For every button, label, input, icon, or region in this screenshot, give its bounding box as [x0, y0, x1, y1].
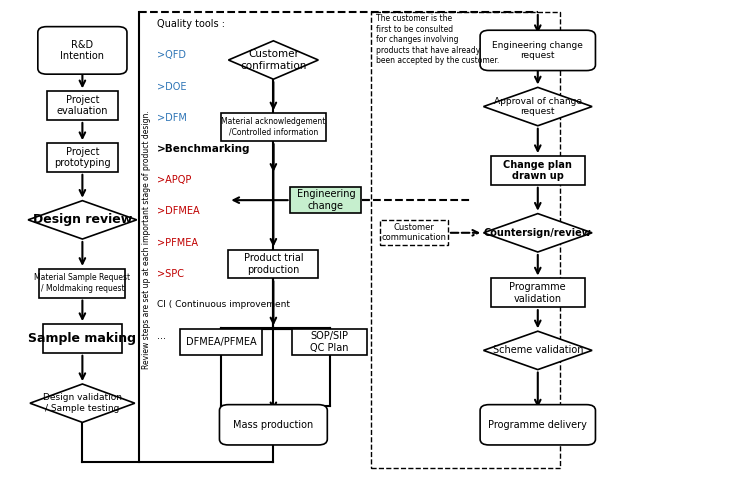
Text: Project
evaluation: Project evaluation	[57, 95, 108, 116]
FancyBboxPatch shape	[221, 113, 326, 141]
Text: Engineering
change: Engineering change	[297, 190, 355, 211]
Polygon shape	[484, 87, 592, 126]
FancyBboxPatch shape	[491, 156, 584, 185]
Text: Approval of change
request: Approval of change request	[494, 97, 582, 116]
Text: Material Sample Request
/ Moldmaking request: Material Sample Request / Moldmaking req…	[34, 274, 130, 293]
Text: >PFMEA: >PFMEA	[157, 238, 198, 248]
Text: >SPC: >SPC	[157, 269, 184, 279]
FancyBboxPatch shape	[228, 250, 318, 278]
FancyBboxPatch shape	[380, 220, 448, 245]
FancyBboxPatch shape	[37, 26, 127, 74]
Text: Countersign/review: Countersign/review	[484, 228, 592, 238]
Text: Customer
communication: Customer communication	[382, 223, 446, 242]
FancyBboxPatch shape	[291, 187, 362, 213]
Text: Product trial
production: Product trial production	[243, 253, 303, 275]
FancyBboxPatch shape	[219, 405, 327, 445]
Text: Mass production: Mass production	[233, 420, 314, 430]
Text: Project
prototyping: Project prototyping	[54, 147, 111, 168]
Text: Engineering change
request: Engineering change request	[492, 41, 583, 60]
FancyBboxPatch shape	[180, 329, 262, 355]
Polygon shape	[228, 41, 318, 79]
FancyBboxPatch shape	[491, 278, 584, 307]
Text: CI ( Continuous improvement: CI ( Continuous improvement	[157, 300, 291, 309]
Text: Scheme validation: Scheme validation	[493, 346, 583, 355]
Text: >Benchmarking: >Benchmarking	[157, 144, 251, 154]
Text: Design validation
/ Sample testing: Design validation / Sample testing	[43, 394, 122, 413]
Text: Programme delivery: Programme delivery	[488, 420, 587, 430]
Text: Review steps are set up at each important stage of product design.: Review steps are set up at each importan…	[142, 110, 151, 370]
Text: The customer is the
first to be consulted
for changes involving
products that ha: The customer is the first to be consulte…	[376, 14, 500, 65]
Polygon shape	[30, 384, 135, 422]
Polygon shape	[484, 331, 592, 370]
Text: Programme
validation: Programme validation	[509, 282, 566, 304]
FancyBboxPatch shape	[480, 405, 595, 445]
Text: >DFMEA: >DFMEA	[157, 206, 200, 216]
Text: Change plan
drawn up: Change plan drawn up	[503, 159, 572, 181]
Text: >APQP: >APQP	[157, 175, 192, 185]
FancyBboxPatch shape	[46, 143, 118, 172]
FancyBboxPatch shape	[43, 324, 121, 353]
Polygon shape	[484, 214, 592, 252]
Text: ...: ...	[157, 331, 166, 341]
Polygon shape	[28, 201, 136, 239]
FancyBboxPatch shape	[292, 329, 367, 355]
Text: DFMEA/PFMEA: DFMEA/PFMEA	[186, 337, 256, 347]
FancyBboxPatch shape	[480, 30, 595, 71]
Text: SOP/SIP
QC Plan: SOP/SIP QC Plan	[310, 331, 349, 352]
Text: >DOE: >DOE	[157, 82, 187, 92]
Text: R&D
Intention: R&D Intention	[61, 39, 104, 61]
Text: Quality tools :: Quality tools :	[157, 19, 225, 29]
FancyBboxPatch shape	[39, 269, 126, 298]
Text: Customer
confirmation: Customer confirmation	[240, 49, 306, 71]
Text: >QFD: >QFD	[157, 50, 187, 60]
Text: Sample making: Sample making	[28, 332, 136, 345]
Text: Design review: Design review	[33, 213, 132, 227]
Text: Material acknowledgement
/Controlled information: Material acknowledgement /Controlled inf…	[221, 118, 326, 137]
FancyBboxPatch shape	[46, 91, 118, 120]
Text: >DFM: >DFM	[157, 113, 187, 123]
